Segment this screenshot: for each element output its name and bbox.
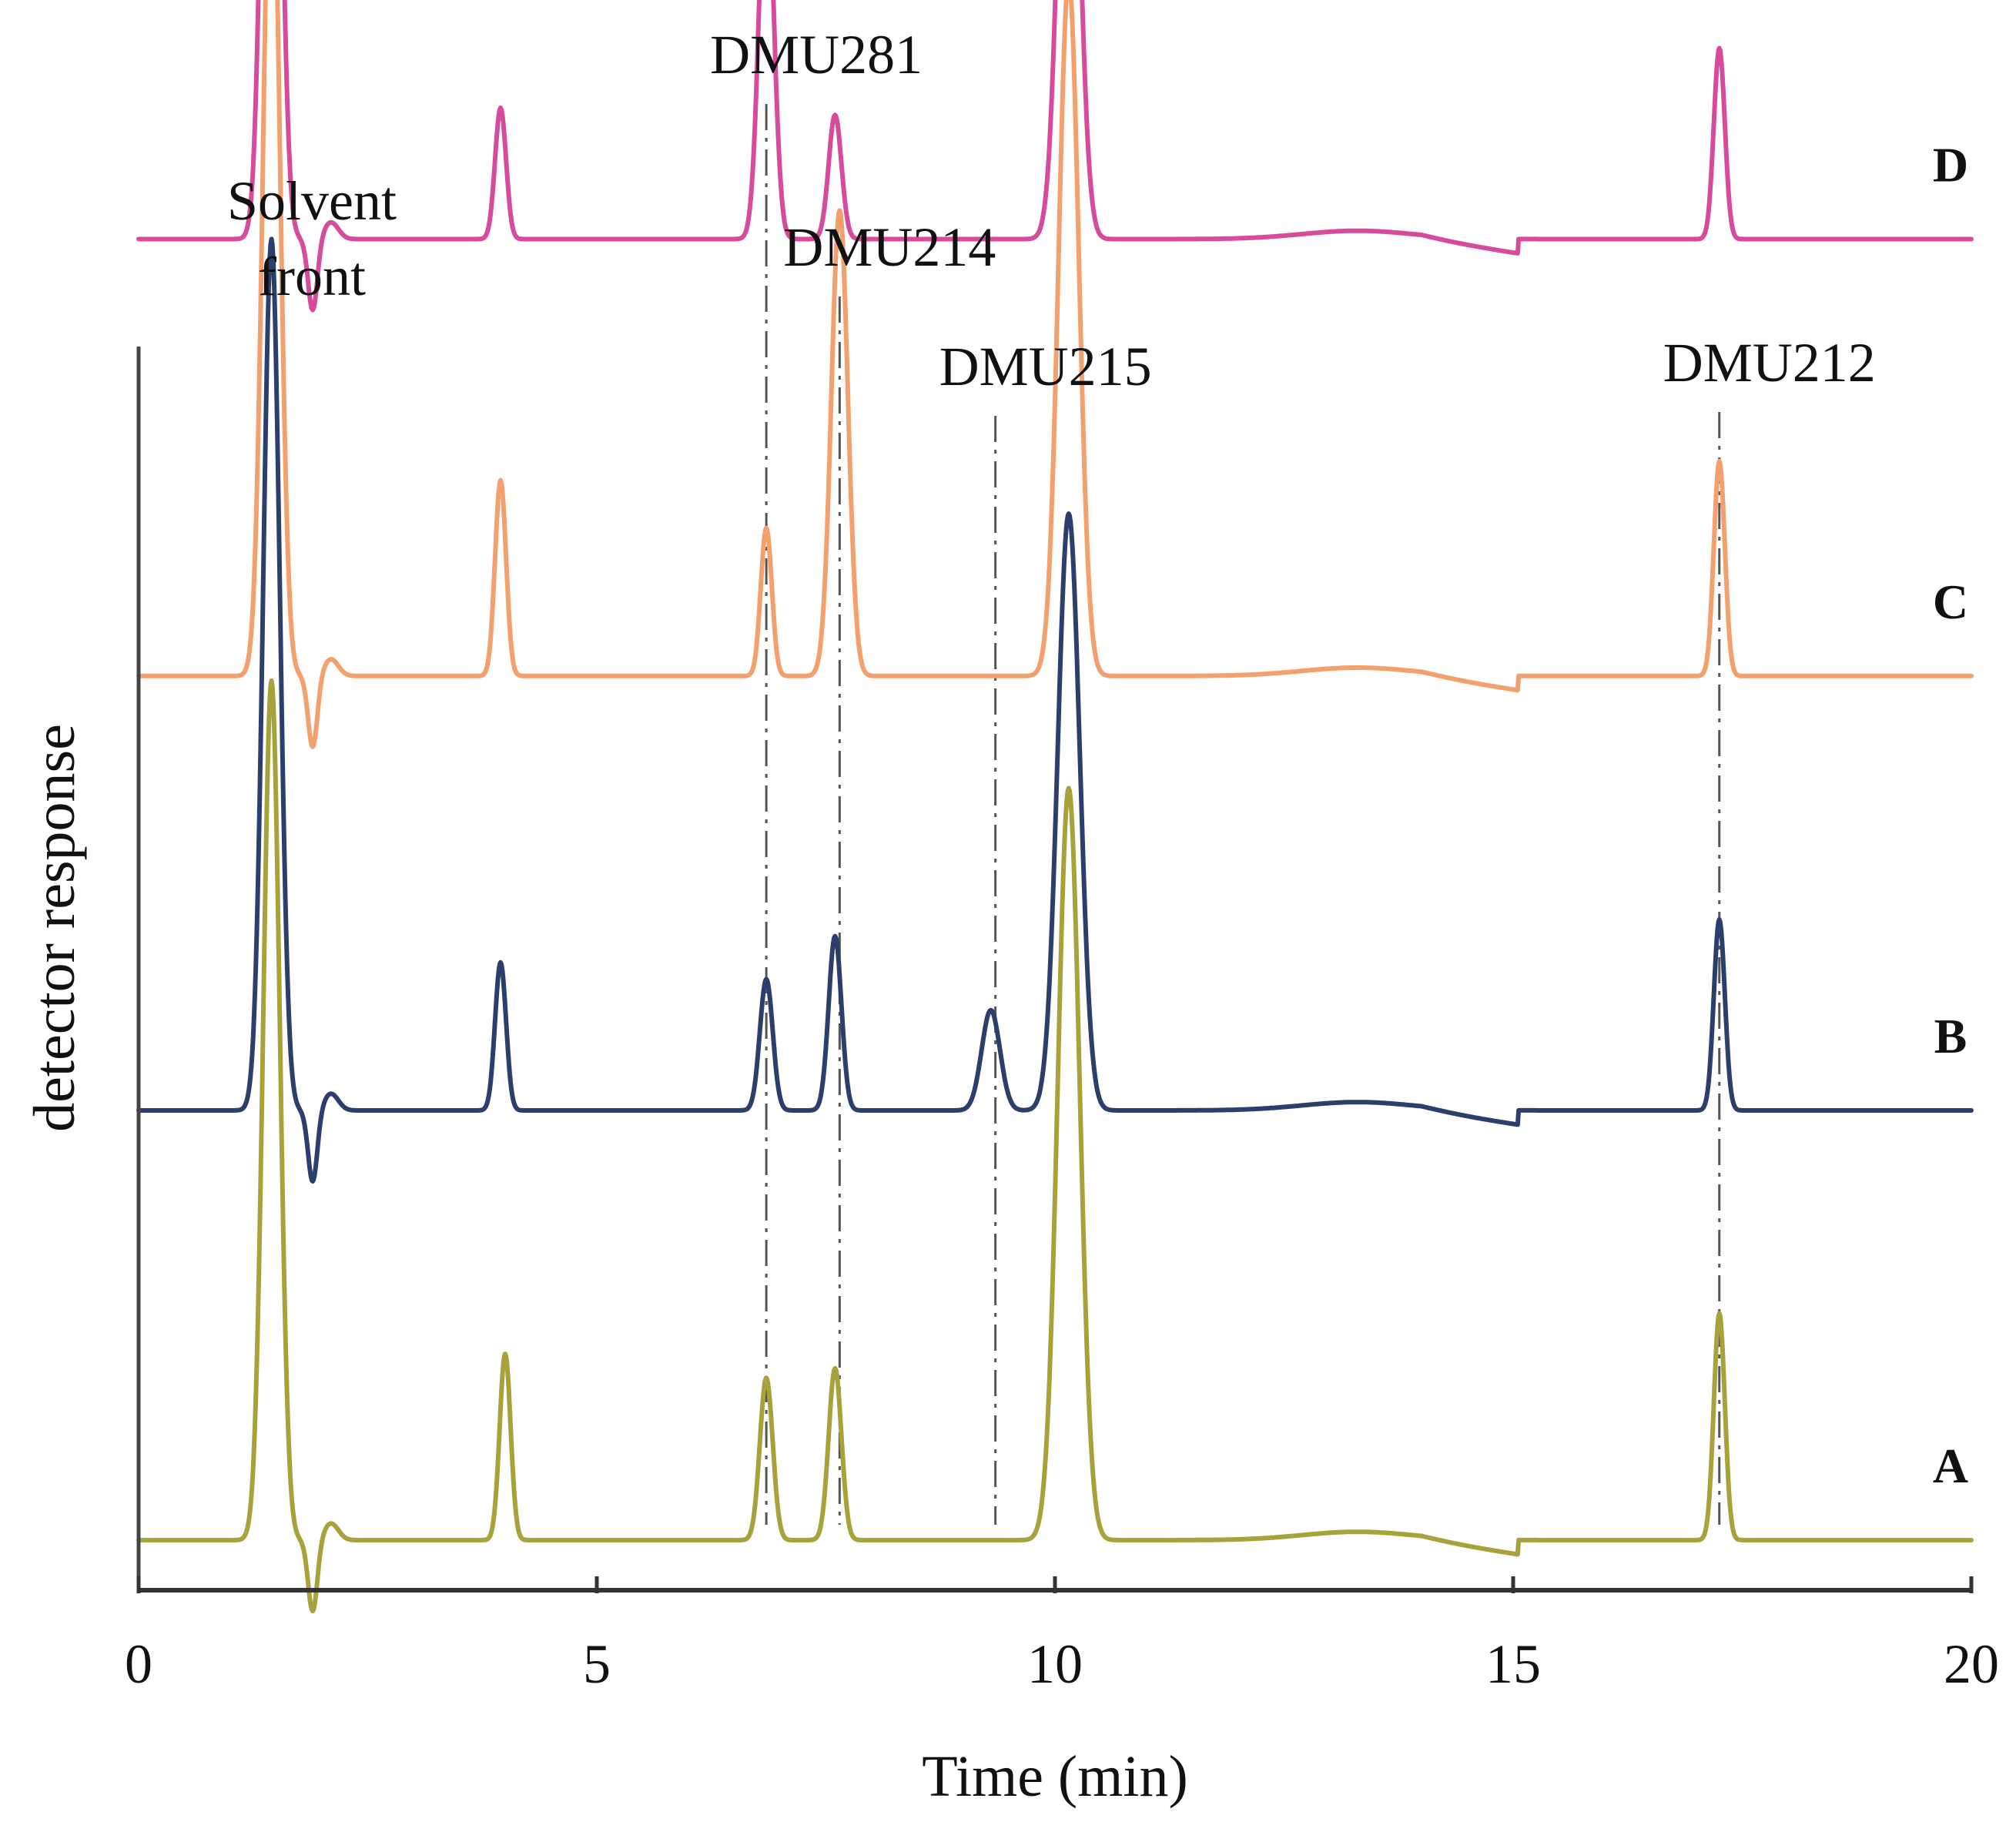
x-tick-label: 15 (1485, 1633, 1541, 1695)
x-axis-title: Time (min) (922, 1744, 1188, 1809)
annotation-dmu212: DMU212 (1663, 332, 1876, 394)
annotation-dmu214: DMU214 (783, 216, 996, 278)
trace-d (136, 0, 1974, 313)
x-tick-label: 10 (1027, 1633, 1083, 1695)
trace-label-d: D (1933, 138, 1968, 193)
trace-b (136, 236, 1974, 1184)
x-tick-label: 0 (125, 1633, 152, 1695)
x-tick-label: 20 (1944, 1633, 1999, 1695)
y-axis-title: detector response (22, 724, 87, 1132)
x-tick-label: 5 (583, 1633, 611, 1695)
annotation-dmu215: DMU215 (939, 336, 1152, 397)
trace-label-c: C (1933, 574, 1968, 629)
chromatogram-traces (136, 0, 1974, 1613)
peak-annotations: Solvent front DMU281 DMU214 DMU215 DMU212 (227, 24, 1876, 397)
trace-label-a: A (1933, 1438, 1968, 1493)
annotation-solvent-front: Solvent front (227, 170, 397, 307)
trace-c (136, 0, 1974, 749)
x-ticks: 0 5 10 15 20 (125, 1576, 1999, 1695)
trace-label-b: B (1934, 1009, 1967, 1063)
annotation-dmu281: DMU281 (710, 24, 923, 85)
axes (136, 347, 1971, 1593)
peak-guide-lines (765, 104, 1721, 1525)
trace-a (136, 678, 1974, 1613)
trace-labels: A B C D (1933, 138, 1968, 1494)
